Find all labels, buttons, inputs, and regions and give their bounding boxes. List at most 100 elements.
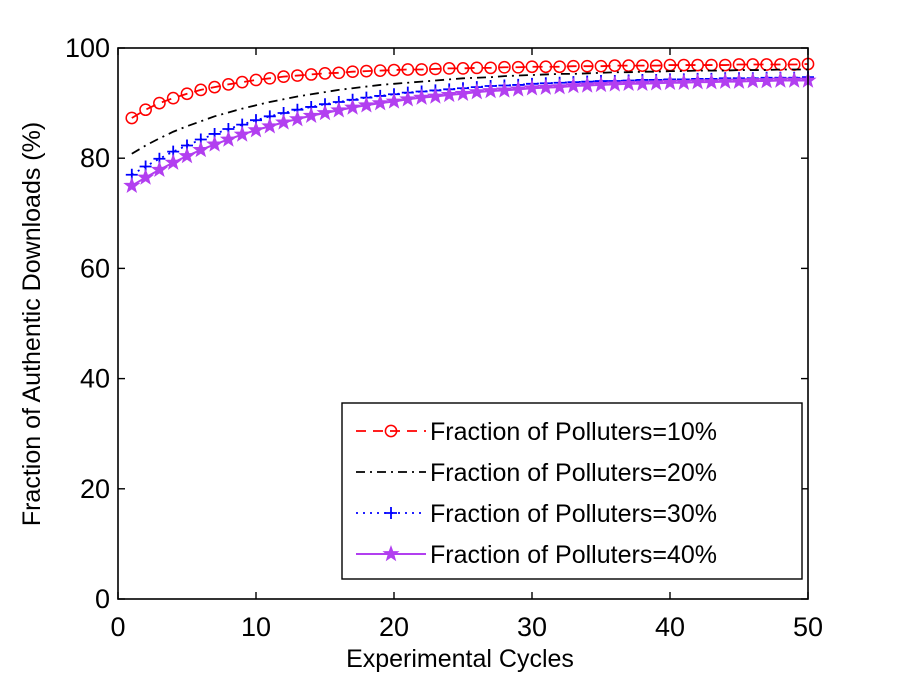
x-tick-label: 0 [110,612,125,642]
x-tick-label: 50 [793,612,823,642]
series-point [360,64,373,78]
series-point [123,176,141,194]
series-point [785,71,803,88]
series-point [371,94,389,111]
series-point [647,74,665,91]
series-point [399,90,417,107]
series-point [261,117,279,134]
series-point [677,58,691,72]
series-point [206,135,224,152]
x-tick-label: 30 [517,612,547,642]
series-point [537,78,555,95]
series-point [385,507,397,519]
series-point [304,68,318,81]
series-point [153,96,166,110]
legend-entry-2: Fraction of Polluters=20% [356,459,717,487]
series-point [716,72,734,89]
series-point [620,74,638,92]
series-1 [125,57,815,125]
series-point [192,140,210,158]
series-point [622,59,635,72]
series-point [442,62,456,75]
series-point [291,69,304,82]
y-tick-label: 40 [80,364,110,394]
series-point [194,83,208,97]
x-axis-label: Experimental Cycles [346,645,574,673]
series-point [208,80,221,94]
series-point [539,60,553,74]
series-point [689,73,707,90]
series-point [387,63,401,77]
series-point [401,63,415,76]
series-point [592,75,610,93]
series-point [344,98,362,115]
series-point [675,73,693,90]
series-point [263,71,277,85]
legend-label: Fraction of Polluters=40% [430,541,717,569]
legend-label: Fraction of Polluters=20% [430,459,717,487]
series-2 [131,68,808,155]
series-point [164,153,182,170]
series-point [649,59,663,72]
series-point [551,78,569,95]
series-line [131,79,808,187]
x-tick-label: 10 [241,612,271,642]
series-point [523,79,541,96]
series-line [131,68,808,155]
plot-frame [117,47,809,600]
series-point [332,66,346,80]
series-point [247,121,265,138]
series-point [525,60,539,74]
y-tick-label: 0 [95,584,110,614]
series-point [137,168,155,185]
series-point [661,73,679,90]
series-point [426,87,444,104]
series-point [498,60,511,74]
series-point [702,73,720,90]
series-point [718,58,732,72]
series-point [744,72,762,89]
series-point [139,103,152,117]
series-point [125,111,139,125]
y-tick-label: 60 [80,253,110,283]
series-point [636,59,649,72]
y-tick-label: 100 [65,33,110,63]
series-point [277,70,290,84]
legend-box [341,402,803,580]
series-point [413,88,431,105]
series-point [357,96,375,113]
series-point [771,71,789,88]
legend-entry-1: Fraction of Polluters=10% [356,418,717,446]
y-axis-label: Fraction of Authentic Downloads (%) [18,122,46,526]
series-point [758,72,776,89]
series-point [509,80,527,97]
series-point [594,59,608,73]
series-point [384,424,398,438]
series-point [233,125,251,142]
x-tick-label: 20 [379,612,409,642]
series-point [235,75,249,89]
series-point [440,85,458,103]
legend-label: Fraction of Polluters=10% [430,418,717,446]
series-point [382,545,400,562]
series-point [691,58,704,72]
y-tick-label: 20 [80,474,110,504]
series-point [511,60,525,74]
series-point [385,92,403,109]
legend-label: Fraction of Polluters=30% [430,500,717,528]
series-point [470,61,484,75]
series-point [606,75,624,92]
legend-entry-3: Fraction of Polluters=30% [356,500,717,528]
series-point [249,73,263,87]
series-point [608,59,622,72]
series-line [131,63,809,119]
legend-entry-4: Fraction of Polluters=40% [356,541,717,569]
series-point [482,82,500,99]
series-point [330,101,348,118]
series-point [468,83,486,100]
series-point [484,61,497,75]
series-point [316,104,334,121]
series-point [373,64,387,77]
series-point [415,63,428,76]
